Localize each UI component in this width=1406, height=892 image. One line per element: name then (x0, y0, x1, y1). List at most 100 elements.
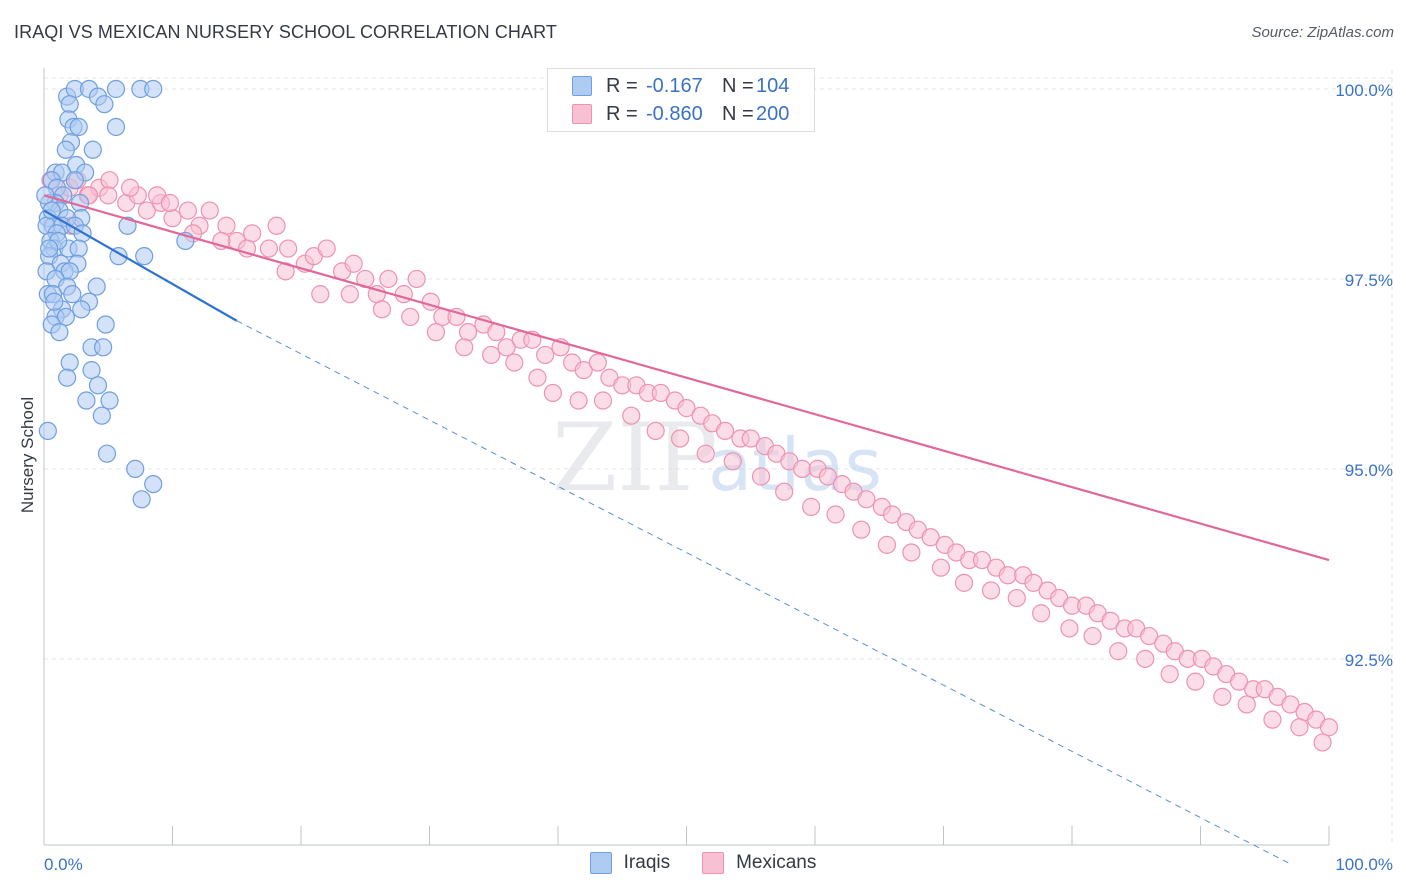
iraqi-point (73, 301, 90, 318)
mexican-point (594, 392, 611, 409)
mexican-point (878, 536, 895, 553)
scatter-plot: ZIP atlas 100.0%97.5%95.0%92.5%0.0%100.0… (0, 0, 1406, 892)
iraqi-point (89, 377, 106, 394)
y-tick-label: 92.5% (1345, 651, 1393, 670)
iraqi-point (57, 141, 74, 158)
iraqi-trend-extension (237, 321, 1291, 864)
mexican-point (537, 346, 554, 363)
correlation-legend: R = -0.167 N = 104 R = -0.860 N = 200 (547, 68, 815, 132)
mexican-point (268, 217, 285, 234)
r-value: -0.860 (646, 103, 722, 126)
iraqi-point (95, 339, 112, 356)
iraqi-point (70, 240, 87, 257)
mexican-point (1084, 628, 1101, 645)
mexican-point (218, 217, 235, 234)
mexican-point (100, 187, 117, 204)
iraqi-point (66, 172, 83, 189)
iraqi-point (39, 422, 56, 439)
mexican-point (623, 407, 640, 424)
mexican-point (717, 422, 734, 439)
iraqi-point (96, 96, 113, 113)
mexican-point (122, 179, 139, 196)
mexican-point (1321, 719, 1338, 736)
mexican-point (280, 240, 297, 257)
mexican-point (161, 194, 178, 211)
mexican-point (1214, 688, 1231, 705)
mexican-point (164, 210, 181, 227)
mexican-point (858, 491, 875, 508)
iraqi-point (83, 362, 100, 379)
mexican-point (983, 582, 1000, 599)
iraqis-swatch (590, 852, 612, 874)
iraqi-point (133, 491, 150, 508)
iraqi-point (84, 141, 101, 158)
mexican-point (803, 498, 820, 515)
iraqi-point (97, 316, 114, 333)
mexican-point (753, 468, 770, 485)
iraqi-point (145, 476, 162, 493)
mexican-point (380, 270, 397, 287)
mexican-point (345, 255, 362, 272)
mexican-point (776, 483, 793, 500)
iraqi-point (61, 354, 78, 371)
r-label: R = (606, 103, 646, 126)
r-label: R = (606, 75, 646, 98)
legend-label-mexicans: Mexicans (736, 852, 816, 874)
mexican-point (341, 286, 358, 303)
mexican-point (456, 339, 473, 356)
iraqi-point (136, 248, 153, 265)
mexican-point (260, 240, 277, 257)
iraqi-point (46, 293, 63, 310)
mexican-point (932, 559, 949, 576)
iraqi-point (51, 324, 68, 341)
iraqi-point (64, 286, 81, 303)
legend-row-iraqis: R = -0.167 N = 104 (572, 73, 789, 99)
mexican-point (1291, 719, 1308, 736)
mexican-point (201, 202, 218, 219)
n-value: 104 (756, 75, 789, 98)
mexican-point (460, 324, 477, 341)
mexicans-swatch (702, 852, 724, 874)
y-tick-label: 100.0% (1335, 81, 1393, 100)
mexican-point (1033, 605, 1050, 622)
mexican-point (1161, 666, 1178, 683)
mexican-point (402, 308, 419, 325)
mexican-point (312, 286, 329, 303)
mexican-point (647, 422, 664, 439)
mexican-point (529, 369, 546, 386)
mexican-point (724, 453, 741, 470)
mexican-point (589, 354, 606, 371)
n-label: N = (722, 103, 756, 126)
iraqi-point (70, 118, 87, 135)
iraqi-point (127, 460, 144, 477)
mexican-point (408, 270, 425, 287)
mexican-point (244, 225, 261, 242)
iraqi-point (78, 392, 95, 409)
mexican-point (1110, 643, 1127, 660)
mexican-point (1008, 590, 1025, 607)
mexican-point (794, 460, 811, 477)
mexican-point (101, 172, 118, 189)
mexican-point (1137, 650, 1154, 667)
mexican-point (827, 506, 844, 523)
mexican-point (544, 384, 561, 401)
mexican-point (697, 445, 714, 462)
iraqi-point (88, 278, 105, 295)
legend-item-mexicans[interactable]: Mexicans (702, 852, 816, 874)
iraqi-point (101, 392, 118, 409)
trend-lines (44, 195, 1329, 864)
mexican-point (506, 354, 523, 371)
mexican-point (1238, 696, 1255, 713)
mexican-point (1314, 734, 1331, 751)
iraqi-point (93, 407, 110, 424)
legend-row-mexicans: R = -0.860 N = 200 (572, 101, 789, 127)
iraqi-point (145, 80, 162, 97)
r-value: -0.167 (646, 75, 722, 98)
mexican-point (853, 521, 870, 538)
mexican-point (999, 567, 1016, 584)
iraqi-point (41, 240, 58, 257)
legend-item-iraqis[interactable]: Iraqis (590, 852, 670, 874)
iraqi-point (59, 369, 76, 386)
mexicans-swatch (572, 104, 592, 124)
mexican-point (1061, 620, 1078, 637)
